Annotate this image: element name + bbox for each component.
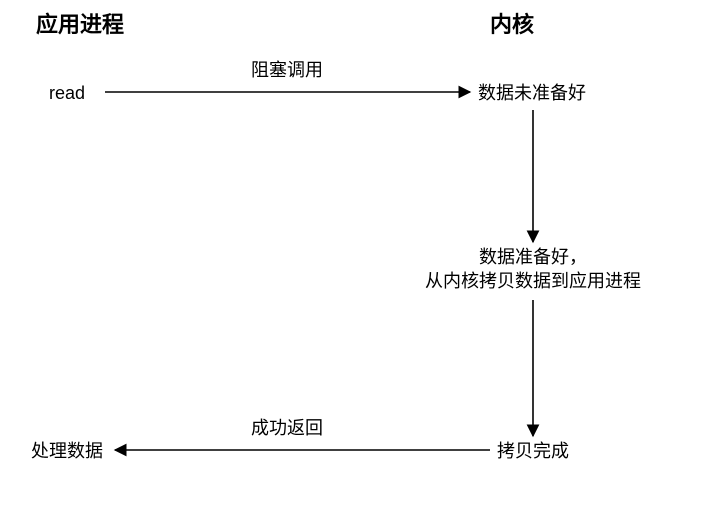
- edge-label-blocking-call: 阻塞调用: [251, 60, 323, 80]
- node-read: read: [49, 83, 85, 103]
- edge-label-success-return: 成功返回: [251, 418, 323, 438]
- node-process-data: 处理数据: [31, 441, 103, 461]
- node-data-ready-line2: 从内核拷贝数据到应用进程: [425, 271, 641, 291]
- node-data-ready-line1: 数据准备好，: [479, 247, 587, 267]
- node-data-not-ready: 数据未准备好: [478, 83, 586, 103]
- heading-kernel: 内核: [490, 12, 534, 37]
- node-copy-done: 拷贝完成: [497, 441, 569, 461]
- heading-app-process: 应用进程: [36, 12, 124, 37]
